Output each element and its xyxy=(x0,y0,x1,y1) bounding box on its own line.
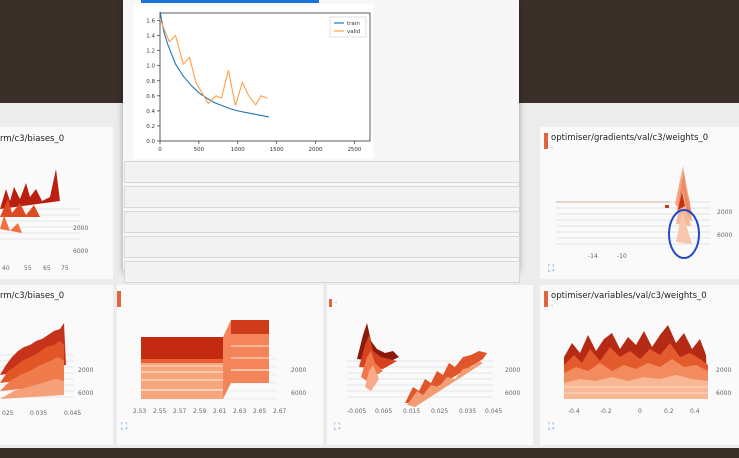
legend-box xyxy=(329,16,367,38)
x-tick: 0 xyxy=(638,408,642,415)
run-strip xyxy=(124,161,520,183)
depth-label: 2000 xyxy=(717,209,732,216)
legend-label-valid: valid xyxy=(347,29,360,35)
series-line-valid xyxy=(159,18,268,106)
x-tick: 75 xyxy=(61,265,69,272)
y-tick-label: 1.2 xyxy=(146,49,155,55)
fullscreen-icon[interactable]: ⛶ xyxy=(548,264,555,274)
x-tick: 0.035 xyxy=(459,408,476,415)
x-tick: -0.005 xyxy=(347,408,367,415)
fullscreen-icon[interactable]: ⛶ xyxy=(334,422,341,432)
fullscreen-icon[interactable]: ⛶ xyxy=(548,422,555,432)
x-tick: 2.63 xyxy=(233,408,247,415)
run-strip xyxy=(124,211,520,233)
histogram-chart: 2000 6000 -14 -10 xyxy=(556,166,732,260)
y-tick-label: 0.0 xyxy=(146,139,155,145)
x-tick: 0.005 xyxy=(375,408,392,415)
depth-label: 6000 xyxy=(716,390,731,397)
histogram-card-bottom-left: rm/c3/biases_0 2000 6000 025 0.035 0.045 xyxy=(0,285,113,445)
plot-frame xyxy=(159,12,371,142)
x-tick: 0.045 xyxy=(485,408,502,415)
y-tick-label: 0.4 xyxy=(146,109,155,115)
card-subtitle: - xyxy=(551,144,554,151)
depth-label: 6000 xyxy=(717,232,732,239)
depth-label: 2000 xyxy=(73,225,88,232)
x-tick: 40 xyxy=(2,265,10,272)
x-tick-label: 2000 xyxy=(309,147,323,153)
x-tick: 2.53 xyxy=(133,408,147,415)
video-bottom-bar xyxy=(0,448,739,458)
run-strip xyxy=(124,236,520,258)
x-tick: 0.015 xyxy=(403,408,420,415)
x-tick: -14 xyxy=(588,253,598,260)
card-accent xyxy=(544,291,548,307)
x-tick: 2.55 xyxy=(153,408,167,415)
run-strip xyxy=(124,186,520,208)
card-accent xyxy=(117,291,121,307)
series-line-train xyxy=(159,11,270,118)
y-tick-label: 1.4 xyxy=(146,34,155,40)
depth-label: 6000 xyxy=(291,390,306,397)
card-title: rm/c3/biases_0 xyxy=(0,291,65,301)
histogram-card-top-right: optimiser/gradients/val/c3/weights_0 - 2… xyxy=(540,127,739,279)
histogram-card-bottom-mid-1: 2000 6000 2.53 2.55 2.57 2.59 2.61 2.63 … xyxy=(117,285,323,445)
x-tick: 2.57 xyxy=(173,408,187,415)
x-tick: 0.2 xyxy=(664,408,674,415)
y-tick-label: 0.2 xyxy=(146,124,155,130)
histogram-chart: 2000 6000 025 0.035 0.045 xyxy=(0,323,93,417)
progress-bar xyxy=(141,0,319,3)
card-subtitle: - xyxy=(551,302,554,309)
y-tick-label: 0.8 xyxy=(146,79,155,85)
x-tick: 65 xyxy=(43,265,51,272)
x-tick: 025 xyxy=(2,410,14,417)
fullscreen-icon[interactable]: ⛶ xyxy=(121,422,128,432)
depth-label: 6000 xyxy=(505,390,520,397)
loss-chart: 0 500 1000 1500 2000 2500 0.0 0.2 0.4 0.6 0.8 1.0 1.… xyxy=(133,4,373,159)
depth-label: 6000 xyxy=(78,390,93,397)
histogram-chart: 2000 6000 2.53 2.55 2.57 2.59 2.61 2.63 … xyxy=(133,320,306,415)
legend-label-train: train xyxy=(347,21,360,27)
x-tick-label: 2500 xyxy=(347,147,361,153)
x-tick: 0.025 xyxy=(431,408,448,415)
x-tick: -10 xyxy=(617,253,627,260)
y-tick-label: 1.0 xyxy=(146,64,155,70)
highlight-circle-annotation xyxy=(668,209,700,259)
card-accent xyxy=(329,299,332,307)
x-tick-label: 500 xyxy=(194,147,205,153)
x-tick: 0.045 xyxy=(64,410,81,417)
histogram-chart: 2000 6000 -0.4 -0.2 0 0.2 0.4 xyxy=(564,325,731,415)
x-tick-label: 1500 xyxy=(270,147,284,153)
depth-label: 2000 xyxy=(505,367,520,374)
y-tick-label: 0.6 xyxy=(146,94,155,100)
histogram-card-bottom-mid-2: - 2000 6000 -0.005 0.005 0.015 0.025 0.0… xyxy=(327,285,533,445)
depth-label: 2000 xyxy=(291,367,306,374)
x-tick: 55 xyxy=(24,265,32,272)
depth-label: 2000 xyxy=(78,367,93,374)
histogram-card-bottom-right: optimiser/variables/val/c3/weights_0 - 2… xyxy=(540,285,739,445)
card-title: rm/c3/biases_0 xyxy=(0,134,65,144)
x-tick-label: 0 xyxy=(158,147,162,153)
histogram-chart: 2000 6000 -0.005 0.005 0.015 0.025 0.035… xyxy=(347,323,520,415)
card-accent xyxy=(544,133,548,149)
x-tick: -0.4 xyxy=(568,408,580,415)
run-strip xyxy=(124,261,520,283)
x-tick: 0.035 xyxy=(30,410,47,417)
x-tick: 0.4 xyxy=(690,408,700,415)
x-tick: 2.59 xyxy=(193,408,207,415)
x-tick: 2.65 xyxy=(253,408,267,415)
histogram-chart: 2000 6000 40 55 65 75 xyxy=(0,169,88,272)
depth-label: 6000 xyxy=(73,248,88,255)
histogram-card-top-left: rm/c3/biases_0 2000 6000 40 55 65 75 xyxy=(0,127,113,279)
x-tick: -0.2 xyxy=(600,408,612,415)
card-title: optimiser/variables/val/c3/weights_0 xyxy=(551,291,707,301)
depth-label: 2000 xyxy=(716,367,731,374)
card-subtitle: - xyxy=(335,299,338,306)
x-tick-label: 1000 xyxy=(231,147,245,153)
x-tick: 2.67 xyxy=(273,408,287,415)
x-tick: 2.61 xyxy=(213,408,227,415)
card-title: optimiser/gradients/val/c3/weights_0 xyxy=(551,133,709,143)
y-tick-label: 1.6 xyxy=(146,19,155,25)
